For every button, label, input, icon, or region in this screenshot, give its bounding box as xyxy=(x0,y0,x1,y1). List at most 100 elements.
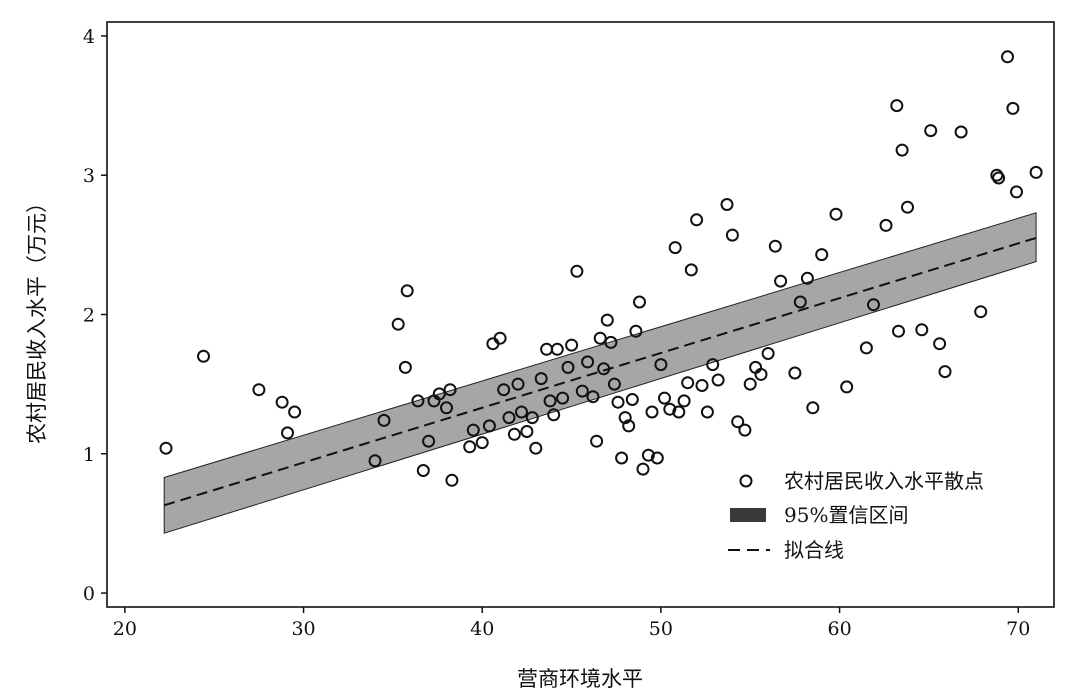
scatter-point xyxy=(636,462,650,476)
scatter-point xyxy=(400,284,414,298)
scatter-point xyxy=(590,434,604,448)
legend-band-swatch xyxy=(730,508,766,522)
legend-line-label: 拟合线 xyxy=(784,538,844,562)
scatter-point xyxy=(440,401,453,415)
scatter-point xyxy=(432,387,446,401)
scatter-point xyxy=(288,405,302,419)
scatter-point xyxy=(690,213,704,227)
scatter-point xyxy=(197,349,210,363)
scatter-point xyxy=(681,376,695,390)
scatter-point xyxy=(507,427,521,441)
scatter-point xyxy=(368,454,382,468)
scatter-point xyxy=(547,408,561,422)
scatter-point xyxy=(658,391,671,405)
scatter-point xyxy=(570,264,584,278)
scatter-point xyxy=(597,362,611,376)
scatter-point xyxy=(901,200,914,214)
scatter-point xyxy=(654,358,668,372)
scatter-point xyxy=(593,331,607,345)
scatter-point xyxy=(525,411,539,425)
scatter-point xyxy=(974,305,988,319)
scatter-point xyxy=(663,402,677,416)
legend-scatter-marker xyxy=(739,474,753,488)
scatter-point xyxy=(252,383,266,397)
scatter-point xyxy=(879,218,893,232)
scatter-point xyxy=(684,263,698,277)
scatter-point xyxy=(1010,185,1023,199)
plot-frame xyxy=(106,21,1055,608)
scatter-point xyxy=(788,366,802,380)
scatter-point xyxy=(933,337,947,351)
scatter-point xyxy=(645,405,659,419)
scatter-point xyxy=(391,317,405,331)
scatter-point xyxy=(890,99,904,113)
y-tick-label: 3 xyxy=(83,165,95,187)
legend-band-label: 95%置信区间 xyxy=(784,503,908,527)
scatter-point xyxy=(711,373,725,387)
scatter-point xyxy=(954,125,968,139)
scatter-point xyxy=(895,143,909,157)
scatter-point xyxy=(556,391,570,405)
scatter-point xyxy=(793,295,807,309)
scatter-point xyxy=(1006,101,1020,115)
scatter-point xyxy=(497,383,511,397)
scatter-point xyxy=(706,358,720,372)
scatter-point xyxy=(720,198,734,211)
scatter-point xyxy=(815,248,829,262)
scatter-point xyxy=(275,395,289,409)
scatter-point xyxy=(761,347,775,360)
scatter-point xyxy=(463,440,477,454)
scatter-point xyxy=(618,411,632,425)
x-tick-label: 20 xyxy=(113,618,137,640)
y-axis-ticks: 0 1 2 3 4 xyxy=(83,26,107,605)
scatter-point xyxy=(534,372,548,386)
scatter-point xyxy=(159,441,173,455)
x-axis-title: 营商环境水平 xyxy=(517,667,643,691)
scatter-point xyxy=(633,295,646,309)
legend: 农村居民收入水平散点 95%置信区间 拟合线 xyxy=(728,469,984,562)
scatter-point xyxy=(650,451,664,465)
scatter-point xyxy=(924,124,938,138)
scatter-point xyxy=(550,342,564,356)
scatter-point xyxy=(677,394,691,408)
scatter-point xyxy=(743,377,757,391)
scatter-point xyxy=(915,323,929,337)
scatter-point xyxy=(1001,50,1014,64)
scatter-point xyxy=(829,207,843,221)
scatter-point xyxy=(565,338,579,352)
scatter-point xyxy=(622,419,636,433)
y-tick-label: 1 xyxy=(83,444,95,466)
scatter-point xyxy=(520,425,534,438)
scatter-point xyxy=(377,413,391,427)
scatter-point xyxy=(529,441,543,455)
y-tick-label: 0 xyxy=(83,583,95,605)
scatter-point xyxy=(586,390,600,404)
scatter-point xyxy=(629,324,643,338)
scatter-point xyxy=(466,423,480,437)
scatter-point xyxy=(695,379,709,392)
scatter-point xyxy=(515,405,528,419)
x-tick-label: 30 xyxy=(291,618,315,640)
scatter-point xyxy=(800,271,814,285)
scatter-point xyxy=(443,383,457,397)
x-tick-label: 70 xyxy=(1006,618,1030,640)
scatter-point xyxy=(840,380,854,394)
x-axis-ticks: 20 30 40 50 60 70 xyxy=(113,607,1030,640)
x-tick-label: 50 xyxy=(649,618,673,640)
y-tick-label: 2 xyxy=(83,305,95,327)
legend-scatter-label: 农村居民收入水平散点 xyxy=(784,469,984,493)
y-tick-label: 4 xyxy=(83,26,95,48)
scatter-point xyxy=(445,473,459,487)
scatter-point xyxy=(482,419,496,433)
scatter-point xyxy=(859,341,873,355)
scatter-point xyxy=(738,423,752,437)
scatter-point xyxy=(938,365,952,379)
scatter-point xyxy=(725,228,739,242)
scatter-point xyxy=(475,436,489,450)
scatter-point xyxy=(281,426,294,440)
scatter-point xyxy=(611,395,625,409)
scatter-point xyxy=(774,274,788,288)
scatter-point xyxy=(615,451,629,465)
scatter-point xyxy=(1029,165,1043,179)
